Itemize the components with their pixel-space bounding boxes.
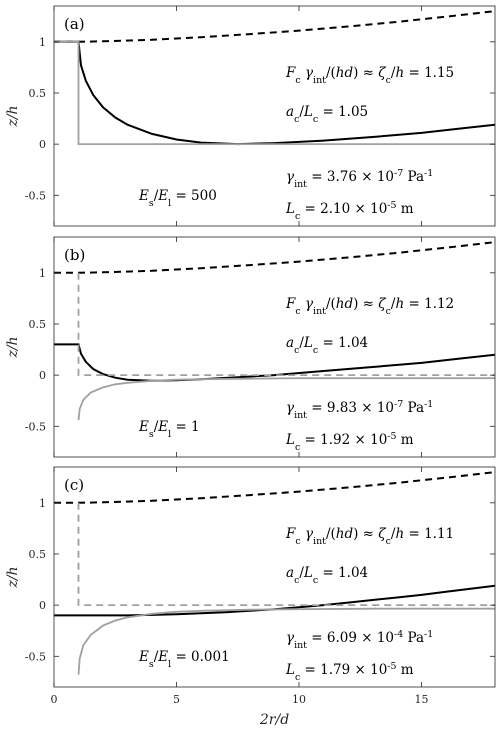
series-grey-dashed-1 bbox=[77, 272, 495, 377]
gamma-annotation: γint = 9.83 × 10-7 Pa-1 bbox=[286, 399, 433, 421]
axes-frame bbox=[53, 5, 496, 227]
y-tick-label: 0 bbox=[39, 138, 46, 151]
gamma-annotation: γint = 3.76 × 10-7 Pa-1 bbox=[286, 168, 433, 190]
y-tick-label: 0.5 bbox=[29, 548, 47, 561]
panel-label: (c) bbox=[64, 476, 84, 494]
y-tick-label: 0.5 bbox=[29, 318, 47, 331]
series-black-dashed-2 bbox=[54, 471, 495, 504]
y-tick-label: 1 bbox=[39, 267, 46, 280]
y-tick-label: -0.5 bbox=[25, 420, 46, 433]
panel-c: -0.500.510 5 10 15(c)z/hFc γint/(hd) ≈ ζc/h… bbox=[5, 466, 496, 706]
force-ratio-annotation: Fc γint/(hd) ≈ ζc/h = 1.15 bbox=[285, 65, 454, 86]
modulus-ratio-annotation: Es/El = 500 bbox=[138, 188, 217, 209]
x-tick-label: 0 bbox=[51, 693, 58, 706]
x-tick-label: 10 bbox=[292, 693, 306, 706]
modulus-ratio-annotation: Es/El = 0.001 bbox=[138, 649, 230, 670]
lc-annotation: Lc = 1.92 × 10-5 m bbox=[285, 431, 414, 453]
modulus-ratio-annotation: Es/El = 1 bbox=[138, 419, 200, 440]
series-black-dashed-0 bbox=[54, 10, 495, 43]
y-axis-label: z/h bbox=[5, 336, 21, 358]
panel-b: -0.5 0 0.5 1 (b) z/h Fc γint/(hd) ≈ ζc/h = 1.1… bbox=[5, 236, 496, 458]
series-black-solid-0 bbox=[54, 40, 495, 146]
y-tick-label: 0.5 bbox=[29, 87, 47, 100]
y-tick-label: 1 bbox=[39, 497, 46, 510]
y-tick-label: 1 bbox=[39, 36, 46, 49]
y-tick-label: -0.5 bbox=[25, 189, 46, 202]
y-axis-label: z/h bbox=[5, 566, 21, 588]
y-tick-label: -0.5 bbox=[25, 650, 46, 663]
series-black-solid-1 bbox=[54, 343, 495, 382]
axes-frame bbox=[53, 236, 496, 458]
x-axis-label: 2r/d bbox=[259, 712, 289, 728]
lc-annotation: Lc = 1.79 × 10-5 m bbox=[285, 661, 414, 683]
x-tick-label: 5 bbox=[173, 693, 180, 706]
series-grey-solid-1 bbox=[77, 377, 495, 421]
ac-ratio-annotation: ac/Lc = 1.04 bbox=[286, 335, 368, 356]
lc-annotation: Lc = 2.10 × 10-5 m bbox=[285, 200, 414, 222]
force-ratio-annotation: Fc γint/(hd) ≈ ζc/h = 1.11 bbox=[285, 526, 454, 547]
x-tick-label: 15 bbox=[415, 693, 429, 706]
panel-label: (a) bbox=[64, 15, 85, 33]
y-axis-label: z/h bbox=[5, 105, 21, 127]
series-grey-solid-0 bbox=[54, 40, 495, 146]
gamma-annotation: γint = 6.09 × 10-4 Pa-1 bbox=[286, 629, 433, 651]
series-grey-solid-2 bbox=[77, 607, 495, 675]
panel-a: -0.5 0 0.5 1 (a) z/h Fc γint/(hd) ≈ ζc/h = 1.1… bbox=[5, 5, 496, 227]
series-black-solid-2 bbox=[54, 584, 495, 617]
ac-ratio-annotation: ac/Lc = 1.05 bbox=[286, 104, 368, 125]
series-black-dashed-1 bbox=[54, 241, 495, 274]
panel-label: (b) bbox=[64, 246, 85, 264]
ac-ratio-annotation: ac/Lc = 1.04 bbox=[286, 565, 368, 586]
series-grey-dashed-2 bbox=[77, 502, 495, 606]
y-tick-label: 0 bbox=[39, 369, 46, 382]
force-ratio-annotation: Fc γint/(hd) ≈ ζc/h = 1.12 bbox=[285, 296, 454, 317]
y-tick-label: 0 bbox=[39, 599, 46, 612]
axes-frame bbox=[53, 466, 496, 688]
